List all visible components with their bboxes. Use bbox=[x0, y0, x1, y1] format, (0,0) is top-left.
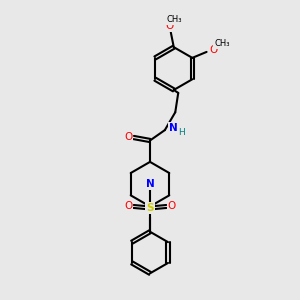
Text: O: O bbox=[165, 21, 173, 32]
Text: CH₃: CH₃ bbox=[167, 15, 182, 24]
Text: S: S bbox=[146, 203, 154, 213]
Text: O: O bbox=[209, 44, 217, 55]
Text: CH₃: CH₃ bbox=[214, 39, 230, 48]
Text: O: O bbox=[124, 132, 132, 142]
Text: O: O bbox=[124, 202, 132, 212]
Text: N: N bbox=[146, 179, 154, 189]
Text: O: O bbox=[168, 202, 176, 212]
Text: H: H bbox=[178, 128, 184, 137]
Text: N: N bbox=[169, 123, 178, 133]
